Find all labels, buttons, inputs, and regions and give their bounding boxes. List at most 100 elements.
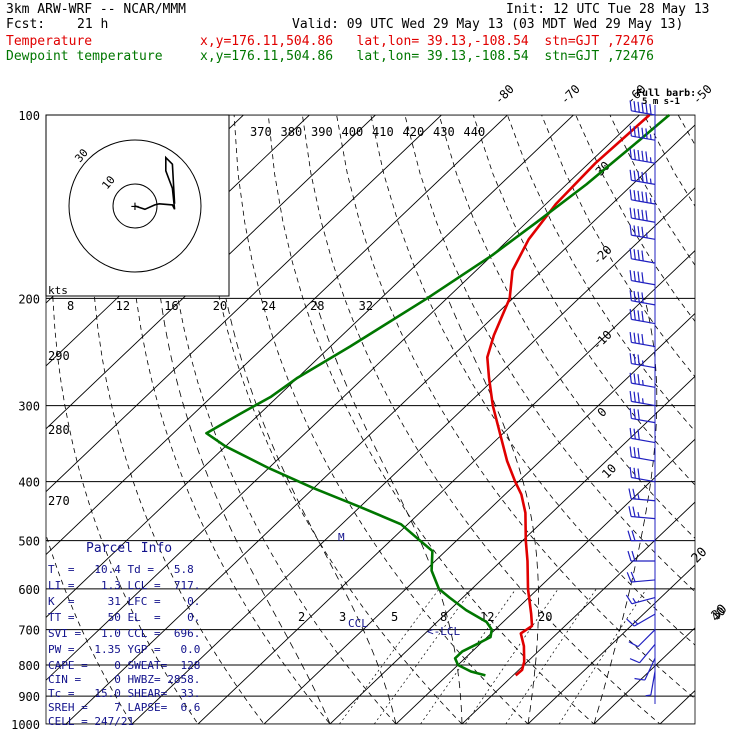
hodo-tick-label: 24	[261, 299, 275, 313]
pressure-tick-label: 900	[18, 690, 40, 704]
wind-barb	[634, 658, 656, 681]
wind-barb-flag	[630, 571, 636, 582]
wind-barb-flag	[637, 249, 640, 261]
parcel-row-cell: CELL = 247/21	[48, 715, 135, 728]
wind-barb-flag	[628, 641, 639, 648]
parcel-row-cin: CIN = 0 HWBZ= 2858.	[48, 673, 201, 686]
wind-barb	[645, 671, 656, 697]
wind-barb-half	[641, 360, 644, 366]
temperature-line	[486, 114, 651, 677]
wind-barb-flag	[632, 506, 636, 517]
wind-barb-flag	[627, 550, 632, 562]
isotherm-label: 0	[595, 405, 610, 420]
wind-barb-shaft	[631, 596, 656, 605]
parcel-row-k: K = 31 LFC = 0.	[48, 595, 201, 608]
hodo-units-label: kts	[48, 284, 68, 297]
wind-barb	[627, 550, 655, 562]
parcel-row-li: LI = 1.3 LCL = 717.	[48, 579, 201, 592]
wind-barb-flag	[633, 332, 636, 344]
isotherm-line	[46, 115, 377, 430]
wind-barb-shaft	[639, 643, 656, 664]
wind-barb-flag	[637, 374, 640, 385]
wind-barb-flag	[629, 390, 632, 402]
hodograph	[45, 114, 230, 297]
wind-barb	[629, 100, 656, 116]
dry-adiabat	[404, 115, 695, 593]
wind-barb-flag	[637, 354, 640, 366]
wind-barb	[626, 613, 656, 627]
wind-barb-flag	[629, 224, 632, 236]
wind-barb	[629, 353, 656, 369]
wind-barb-flag	[629, 331, 632, 343]
wind-barb-flag	[631, 550, 636, 562]
wind-barb-flag	[629, 427, 632, 439]
parcel-info-title: Parcel Info	[86, 541, 173, 556]
wind-barb-flag	[637, 150, 640, 161]
wind-barb-flag	[633, 467, 636, 479]
wind-barb-flag	[633, 373, 636, 384]
theta-e-label: 410	[372, 125, 394, 139]
dewpoint-line	[205, 114, 671, 677]
wind-barb-flag	[632, 488, 636, 500]
isotherm-line	[131, 187, 695, 724]
wind-barb-flag	[629, 248, 632, 259]
wind-barb-flag	[629, 290, 632, 301]
isotherm-line	[461, 501, 695, 724]
wind-barb-flag	[634, 677, 645, 681]
wind-barb-flag	[626, 618, 635, 627]
pressure-tick-label: 300	[18, 400, 40, 414]
wind-barb	[629, 224, 656, 240]
wind-barb-flag	[637, 226, 640, 237]
dry-adiabat	[643, 115, 695, 207]
wind-barb-flag	[629, 100, 632, 111]
moist-adiabat	[160, 298, 331, 724]
wind-barb-flag	[637, 409, 640, 420]
wind-barb	[629, 467, 656, 483]
theta-e-label: 440	[464, 125, 486, 139]
parcel-row-cape: CAPE = 0 SWEAT= 128	[48, 659, 201, 672]
wind-barb-flag	[629, 467, 632, 478]
wind-barb-flag	[641, 102, 644, 113]
wind-barb	[627, 530, 655, 542]
wind-barb	[629, 125, 656, 141]
dry-adiabat	[472, 115, 695, 486]
isotherm-line	[593, 627, 695, 724]
hodograph-trace	[134, 155, 176, 211]
theta-side-label: 270	[48, 494, 70, 508]
wind-barb	[629, 643, 656, 664]
isotherm-line	[197, 250, 695, 724]
wind-barb-flag	[637, 447, 640, 459]
parcel-row-pw: PW = 1.35 YGP = 0.0	[48, 643, 201, 656]
hodo-tick-label: 20	[213, 299, 227, 313]
wind-barb-half	[645, 694, 651, 697]
plot-frame	[45, 114, 696, 725]
moist-adiabat	[593, 298, 658, 724]
wind-barb-flag	[633, 290, 636, 302]
wind-barb-flag	[637, 429, 640, 440]
wind-barb-flag	[641, 334, 644, 345]
pressure-tick-label: 500	[18, 535, 40, 549]
dry-adiabat	[575, 115, 695, 323]
wind-barb-flag	[625, 594, 633, 605]
wind-barb	[629, 290, 656, 306]
forecast-label: Fcst:	[6, 17, 46, 32]
moist-adiabat	[314, 298, 463, 724]
wind-barb	[629, 270, 656, 286]
wind-barb-flag	[641, 226, 644, 238]
theta-side-label: 290	[48, 349, 70, 363]
wind-barb-flag	[641, 272, 644, 283]
dry-adiabat	[438, 115, 695, 539]
dry-adiabat	[128, 115, 331, 724]
wind-barb-flag	[641, 209, 644, 221]
valid-time: Valid: 09 UTC Wed 29 May 13 (03 MDT Wed …	[292, 17, 684, 32]
dry-adiabat	[507, 115, 695, 432]
wind-barb-flag	[641, 127, 644, 139]
theta-e-label: 420	[403, 125, 425, 139]
wind-barb	[629, 390, 656, 407]
wind-barb-half	[649, 134, 652, 140]
isotherm-label: -20	[590, 243, 615, 268]
isotherm-line	[65, 124, 695, 724]
wind-barb-flag	[637, 271, 640, 283]
wind-barb	[629, 148, 656, 164]
wind-barb-flag	[645, 172, 648, 184]
